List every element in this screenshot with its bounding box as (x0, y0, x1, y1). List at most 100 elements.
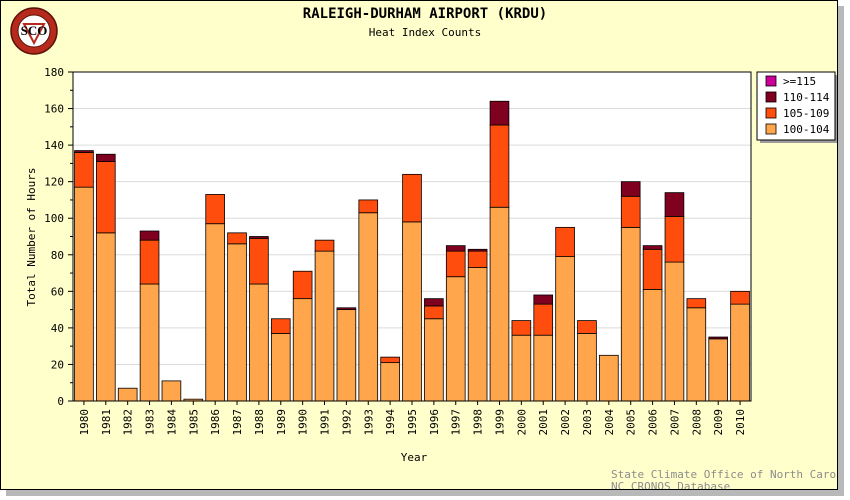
x-tick-label: 2004 (603, 409, 616, 436)
y-tick-label: 160 (44, 103, 64, 116)
legend-label: >=115 (783, 75, 816, 88)
bar-segment (489, 124, 510, 208)
x-tick-label: 1993 (362, 409, 375, 436)
bar-segment (730, 290, 750, 305)
x-tick-label: 2008 (690, 409, 703, 436)
bar-segment (270, 318, 291, 334)
x-tick-label: 1981 (100, 409, 113, 436)
x-tick-label: 1986 (209, 409, 222, 436)
bar-segment (577, 320, 597, 334)
x-tick-label: 1996 (428, 409, 441, 436)
legend-swatch (765, 91, 777, 103)
bar-segment (270, 332, 291, 402)
bar-segment (686, 298, 707, 309)
x-tick-label: 1994 (384, 409, 397, 436)
x-tick-label: 1995 (406, 409, 419, 436)
bar-segment (74, 150, 94, 153)
y-tick-label: 180 (44, 66, 64, 79)
x-axis-label: Year (401, 451, 428, 464)
x-tick-label: 1983 (144, 409, 157, 436)
bar-segment (555, 256, 575, 402)
bar-segment (249, 236, 269, 239)
bar-segment (533, 303, 554, 336)
bar-segment (664, 215, 685, 263)
bar-segment (402, 173, 422, 223)
x-tick-label: 1992 (340, 409, 353, 436)
x-tick-label: 1990 (297, 409, 310, 436)
x-tick-label: 1982 (122, 409, 135, 436)
bar-segment (336, 309, 357, 402)
y-tick-label: 120 (44, 176, 64, 189)
bar-segment (642, 289, 663, 402)
bar-segment (96, 161, 116, 234)
bar-segment (642, 248, 663, 290)
bar-segment (577, 332, 597, 402)
credit-line-1: State Climate Office of North Carolina (611, 468, 837, 481)
chart-canvas: SCO RALEIGH-DURHAM AIRPORT (KRDU) Heat I… (10, 6, 837, 489)
x-tick-label: 1989 (275, 409, 288, 436)
bar-segment (336, 307, 357, 311)
x-tick-label: 2010 (734, 409, 747, 436)
bar-segment (96, 232, 116, 402)
y-tick-label: 0 (57, 395, 64, 408)
chart-frame: SCO RALEIGH-DURHAM AIRPORT (KRDU) Heat I… (0, 0, 838, 490)
bar-segment (402, 221, 422, 402)
plot-border (72, 71, 752, 402)
logo-text: SCO (21, 23, 48, 38)
y-tick-label: 80 (51, 249, 64, 262)
bar-segment (227, 243, 247, 402)
chart-title: RALEIGH-DURHAM AIRPORT (KRDU) (303, 6, 547, 22)
y-tick-label: 20 (51, 358, 64, 371)
bar-segment (708, 338, 728, 402)
y-axis-label: Total Number of Hours (25, 167, 38, 306)
x-tick-label: 2009 (712, 409, 725, 436)
chart-subtitle: Heat Index Counts (369, 26, 482, 39)
bar-segment (139, 283, 160, 402)
legend: >=115 110-114 105-109 100-104 (756, 71, 837, 143)
bar-segment (533, 334, 554, 402)
bar-segment (730, 303, 750, 402)
plot-area: 0 20 40 60 80 100 120 140 160 180 1980 1981 1982 1983… (44, 66, 752, 436)
bar-segment (664, 192, 685, 217)
bar-segment (424, 305, 444, 320)
bar-segment (489, 100, 510, 126)
bar-segment (467, 248, 488, 252)
x-tick-label: 2002 (559, 409, 572, 436)
bar-segment (358, 199, 379, 214)
bar-segment (642, 245, 663, 250)
bar-segment (511, 320, 532, 336)
bar-segment (358, 212, 379, 402)
bar-segment (205, 194, 225, 225)
bar-segment (227, 232, 247, 245)
bar-segment (205, 223, 225, 402)
bar-segment (445, 250, 466, 278)
x-tick-label: 2003 (581, 409, 594, 436)
bar-segment (445, 245, 466, 252)
bar-segment (314, 239, 335, 252)
bar-segment (380, 356, 400, 364)
x-tick-label: 1999 (493, 409, 506, 436)
legend-label: 105-109 (783, 107, 829, 120)
y-tick-label: 100 (44, 212, 64, 225)
bar-segment (424, 318, 444, 402)
x-tick-label: 1988 (253, 409, 266, 436)
x-tick-label: 1991 (319, 409, 332, 436)
bar-segment (292, 298, 313, 402)
y-tick-label: 140 (44, 139, 64, 152)
bar-segment (424, 298, 444, 307)
x-tick-label: 2001 (537, 409, 550, 436)
bar-segment (249, 283, 269, 402)
x-tick-label: 2000 (515, 409, 528, 436)
bar-segment (292, 270, 313, 300)
x-tick-label: 1987 (231, 409, 244, 436)
bar-segment (511, 334, 532, 402)
bar-segment (139, 230, 160, 241)
legend-label: 110-114 (783, 91, 830, 104)
bar-segment (139, 239, 160, 285)
bar-segment (467, 250, 488, 268)
bar-segment (599, 354, 619, 402)
x-tick-label: 2007 (668, 409, 681, 436)
legend-swatch (765, 107, 777, 119)
x-tick-label: 1997 (450, 409, 463, 436)
bar-segment (314, 250, 335, 402)
